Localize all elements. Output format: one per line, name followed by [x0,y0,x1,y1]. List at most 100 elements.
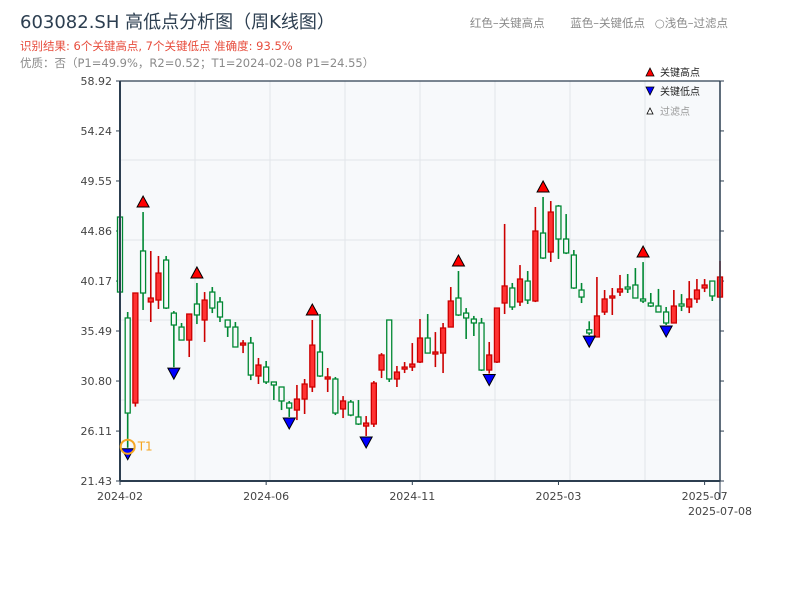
candle [624,274,631,294]
candle [524,271,531,304]
candle [309,319,316,393]
candle [163,255,170,310]
candle-body [586,329,593,334]
candle [463,308,470,339]
x-tick-label: 2024-06 [243,490,289,503]
candle [378,353,385,379]
candle-body [163,259,170,309]
candle [601,290,608,315]
key-high-marker [305,302,320,316]
candle [301,378,308,414]
candle [655,288,662,313]
candle-body [493,307,501,363]
candle [155,255,162,310]
candle-body [624,286,631,290]
candle-body [401,366,408,370]
candle-body [232,326,239,348]
candle-body [555,205,562,240]
candle-body [593,315,601,338]
candle [339,396,347,419]
candle [663,306,670,326]
candle-body [132,292,139,404]
y-tick-label: 44.86 [81,225,113,238]
y-tick-label: 26.11 [81,425,113,438]
candle [170,311,177,368]
candle [532,207,539,303]
candle-body [432,351,439,355]
candle-body [363,422,370,427]
candle [478,317,485,371]
candle-body [386,319,393,380]
candle [147,250,154,323]
quality-info: 优质：否（P1=49.9%，R2=0.52；T1=2024-02-08 P1=2… [20,56,375,70]
candle-body [178,326,185,341]
candle [455,271,462,316]
candle [493,307,501,363]
candle-body [686,298,693,308]
candle-body [578,289,585,298]
candle [555,204,562,259]
candle-body [155,272,162,301]
key-low-marker [359,436,373,450]
candle-body [693,289,701,300]
candle [247,336,254,381]
candle [563,214,570,255]
candle-body [186,313,193,341]
candle [609,287,616,315]
candle-body [370,382,377,425]
legend-filtered-icon [646,107,654,115]
candle [424,314,431,354]
x-tick-label: 2025-07 [682,490,728,503]
candle [678,294,685,312]
chart-title: 603082.SH 高低点分析图（周K线图） [20,12,335,33]
color-legend-text: 红色–关键高点 蓝色–关键低点 ○浅色–过滤点 [448,16,728,30]
t1-circle [119,438,136,455]
candle [355,400,362,425]
candle-body [609,295,616,299]
candle-body [170,312,177,326]
candle-body [616,288,624,293]
candle-body [247,342,254,376]
candle [409,343,416,371]
candle-body [286,402,293,409]
candle-body [670,305,677,324]
candle [516,265,524,307]
candle-body [270,381,277,386]
key-low-marker [659,325,673,339]
candle [593,276,601,338]
candle-body [486,354,493,371]
candle [124,311,131,448]
candle [647,293,654,307]
candle [139,212,147,310]
candle-body [332,378,339,414]
candle-body [309,344,316,388]
candle [224,319,231,337]
candle [393,365,401,388]
candle-body [547,211,554,253]
candle-body [424,337,431,354]
candle-body [139,250,147,294]
candle-body [447,300,454,328]
candle [332,376,339,416]
y-tick-label: 49.55 [81,175,113,188]
candle [209,287,216,314]
candle-body [393,371,401,380]
candle-body [339,400,347,410]
candle [232,322,239,348]
legend-red-text: 红色–关键高点 [469,16,545,30]
recognition-result: 识别结果: 6个关键高点, 7个关键低点 准确度: 93.5% [20,39,293,53]
candle [639,262,647,304]
candle-body [601,298,608,313]
candle [693,279,701,304]
candle-body [293,398,301,411]
x-tick-label: 2024-11 [389,490,435,503]
candle [670,290,677,324]
candle-body [570,254,577,289]
candle-body [709,280,716,297]
t1-label: T1 [137,440,153,454]
candle-body [316,351,324,377]
candle [239,340,247,354]
candle-body [355,416,362,425]
candle-body [209,291,216,309]
